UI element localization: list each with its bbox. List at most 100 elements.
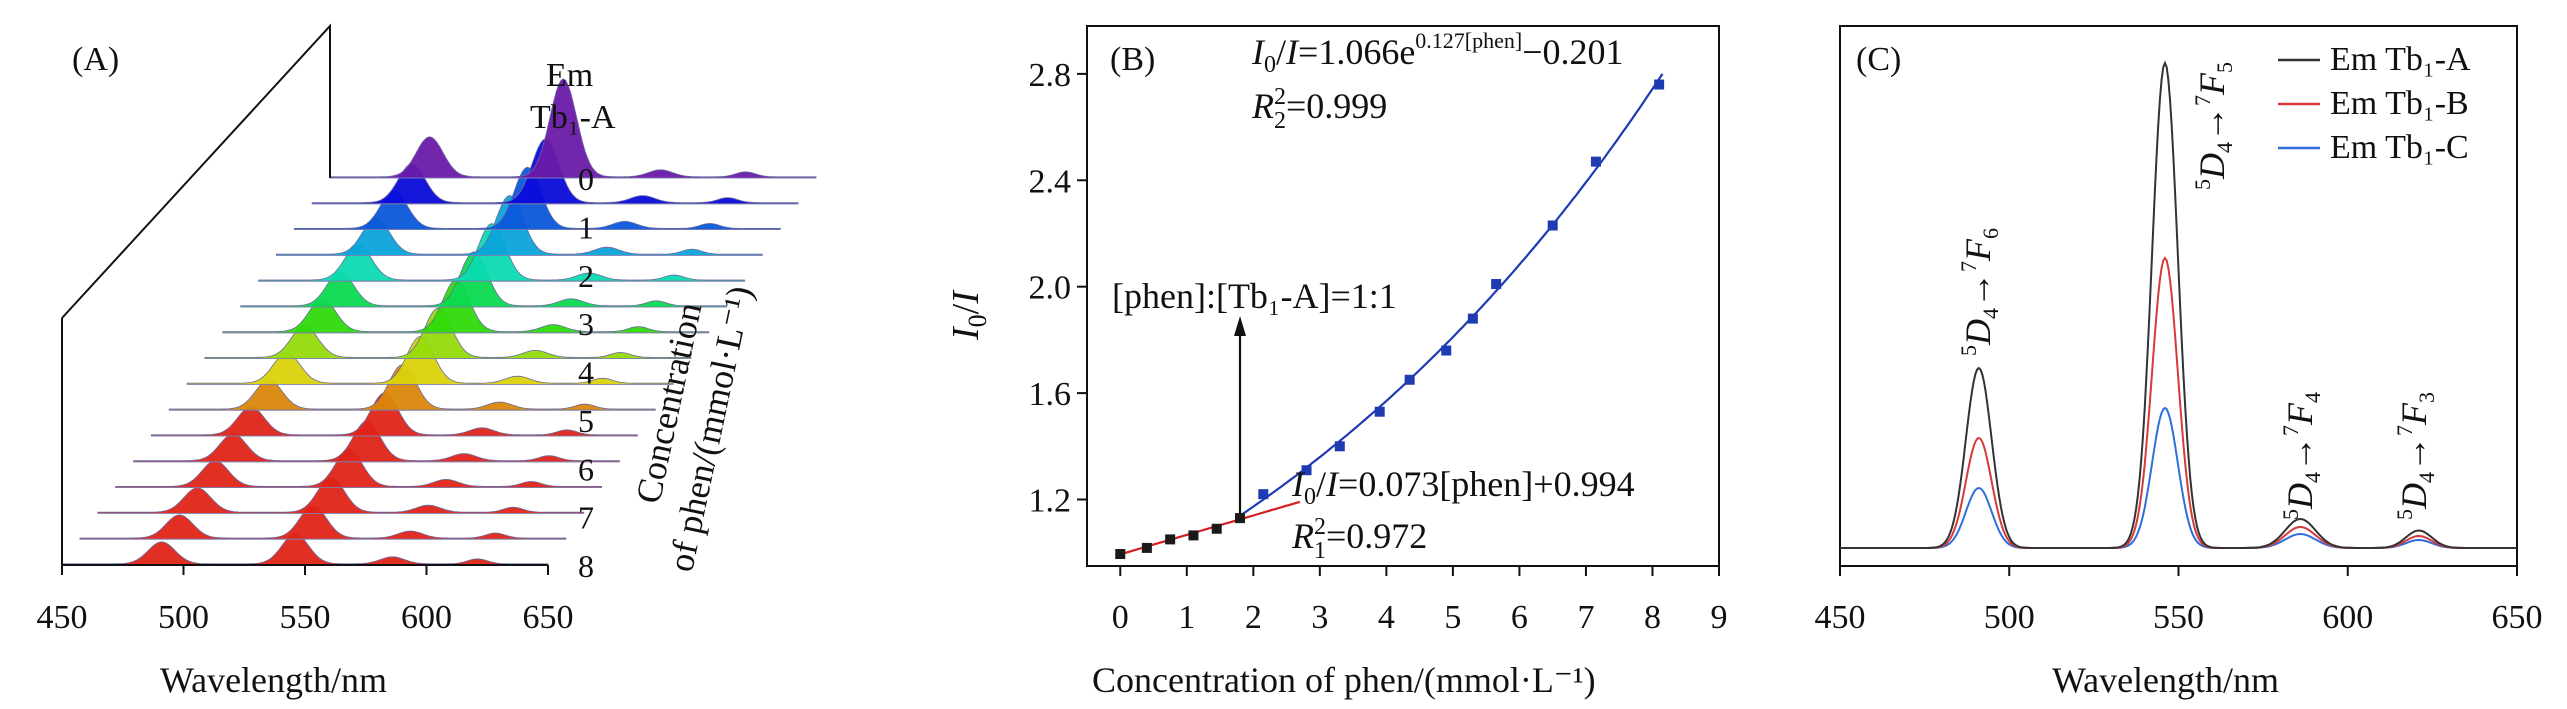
transition-text: 5D4→7F3 <box>2392 392 2439 520</box>
data-point-low <box>1211 523 1222 534</box>
spectrum-2 <box>1840 406 2517 549</box>
data-point-high <box>1258 489 1269 500</box>
transition-text: 5D4→7F6 <box>1956 228 2003 356</box>
transition-part: D <box>1958 319 1998 346</box>
spectrum-1 <box>1840 256 2517 549</box>
panel-c-x-label: Wavelength/nm <box>2052 660 2279 700</box>
panel-b-x-tick-label: 2 <box>1245 599 1262 636</box>
panel-b-points <box>1115 79 1665 560</box>
transition-part: 6 <box>1978 228 2003 239</box>
data-point-low <box>1188 530 1199 541</box>
panel-b-x-tick-label: 1 <box>1178 599 1195 636</box>
transition-part: 7 <box>2392 425 2417 436</box>
panel-a-x-tick-label: 450 <box>37 599 88 636</box>
y-label-i0: I <box>945 325 987 341</box>
transition-label: 5D4→7F4 <box>2278 392 2325 520</box>
panel-a-x-tick-label: 650 <box>523 599 574 636</box>
panel-a-depth-ticks: 0 1 2 3 4 5 6 7 8 <box>578 161 594 584</box>
exp-r2-sup: 2 <box>1274 84 1286 110</box>
transition-part: D <box>2192 153 2232 180</box>
transition-part: D <box>2280 483 2320 510</box>
panel-a-depth-label: Concentration of phen/(mmol·L⁻¹) <box>628 282 760 575</box>
transition-text: 5D4→7F4 <box>2278 392 2325 520</box>
transition-part: 4 <box>2212 142 2237 153</box>
transition-part: → <box>2192 106 2232 142</box>
panel-b-x-tick-label: 5 <box>1444 599 1461 636</box>
exp-r2-sub: 2 <box>1274 108 1286 134</box>
data-point-high <box>1334 441 1345 452</box>
panel-c: 450 500 550 600 650 (C) Em Tb₁-AEm Tb₁-BEm T… <box>1815 25 2543 700</box>
panel-a-x-label: Wavelength/nm <box>160 660 387 700</box>
lin-eq-slash: / <box>1316 464 1326 504</box>
transition-part: F <box>1958 238 1998 262</box>
transition-part: 5 <box>2392 509 2417 520</box>
y-label-sub: 0 <box>963 314 992 327</box>
exp-r2-r: R <box>1251 86 1274 126</box>
transition-part: F <box>2280 402 2320 426</box>
exp-r2-val: =0.999 <box>1286 86 1387 126</box>
transition-part: → <box>2394 436 2434 472</box>
lin-r2-sup: 2 <box>1314 514 1326 540</box>
data-point-high <box>1301 465 1312 476</box>
spectrum-0 <box>1840 60 2517 549</box>
panel-c-x-tick-label: 450 <box>1815 599 1866 636</box>
lin-r2-val: =0.972 <box>1326 516 1427 556</box>
panel-a-depth-tick-label: 0 <box>578 161 594 197</box>
panel-a-depth-tick-label: 7 <box>578 500 594 536</box>
panel-b-y-label-text: I0/I <box>945 289 992 341</box>
data-point-low <box>1141 542 1152 553</box>
transition-part: 7 <box>2190 95 2215 106</box>
exp-eq-main: =1.066e <box>1298 32 1415 72</box>
panel-a-depth-tick-label: 1 <box>578 209 594 245</box>
transition-part: 4 <box>2300 392 2325 403</box>
panel-b-y-tick-label: 1.6 <box>1029 376 1072 413</box>
lin-eq-sub0: 0 <box>1304 484 1316 510</box>
transition-part: 7 <box>1956 261 1981 272</box>
lin-eq-i: I <box>1325 464 1340 504</box>
data-point-high <box>1441 345 1452 356</box>
panel-b-label: (B) <box>1110 41 1155 78</box>
ratio-arrow-head <box>1234 316 1247 336</box>
transition-part: 5 <box>1956 345 1981 356</box>
exp-fit-curve <box>1239 73 1664 517</box>
panel-a-x-tick-label: 550 <box>280 599 331 636</box>
panel-b: 0 1 2 3 4 5 6 7 8 91.21.62.02.42.8 (B) I0/I=1.066… <box>945 25 1728 700</box>
waterfall-series-14 <box>79 505 567 540</box>
exp-equation: I0/I=1.066e0.127[phen]−0.201 <box>1251 28 1624 78</box>
data-point-high <box>1491 279 1502 290</box>
exp-eq-sub0: 0 <box>1264 52 1276 78</box>
exp-eq-tail: −0.201 <box>1522 32 1623 72</box>
panel-a-x-ticks: 450 500 550 600 650 <box>37 565 574 636</box>
panel-c-x-tick-label: 650 <box>2492 599 2543 636</box>
panel-c-ticks: 450 500 550 600 650 <box>1815 566 2543 636</box>
panel-a-x-tick-label: 600 <box>401 599 452 636</box>
panel-a-x-tick-label: 500 <box>158 599 209 636</box>
panel-b-x-tick-label: 0 <box>1112 599 1129 636</box>
panel-b-x-tick-label: 8 <box>1644 599 1661 636</box>
transition-part: 3 <box>2414 392 2439 403</box>
waterfall-series-15 <box>61 533 549 566</box>
panel-a-depth-tick-label: 2 <box>578 258 594 294</box>
exp-r2: R2 2=0.999 <box>1251 84 1387 134</box>
legend-label: Em Tb₁-C <box>2330 129 2469 166</box>
lin-r2-r: R <box>1291 516 1314 556</box>
y-label-i: I <box>945 289 987 305</box>
data-point-high <box>1654 79 1665 90</box>
transition-label: 5D4→7F3 <box>2392 392 2439 520</box>
data-point-high <box>1374 406 1385 417</box>
transition-part: F <box>2192 72 2232 96</box>
data-point-high <box>1547 220 1558 231</box>
ratio-annotation: [phen]:[Tb₁-A]=1:1 <box>1112 276 1397 316</box>
transition-part: D <box>2394 483 2434 510</box>
panel-b-x-label: Concentration of phen/(mmol·L⁻¹) <box>1092 660 1596 700</box>
transition-part: 7 <box>2278 425 2303 436</box>
data-point-high <box>1590 156 1601 167</box>
panel-a-depth-tick-label: 6 <box>578 451 594 487</box>
panel-c-x-tick-label: 550 <box>2153 599 2204 636</box>
panel-a-label: (A) <box>72 41 119 78</box>
transition-part: 5 <box>2190 179 2215 190</box>
transition-part: → <box>1958 272 1998 308</box>
exp-eq-i: I <box>1285 32 1300 72</box>
lin-equation: I0/I=0.073[phen]+0.994 <box>1291 464 1635 510</box>
